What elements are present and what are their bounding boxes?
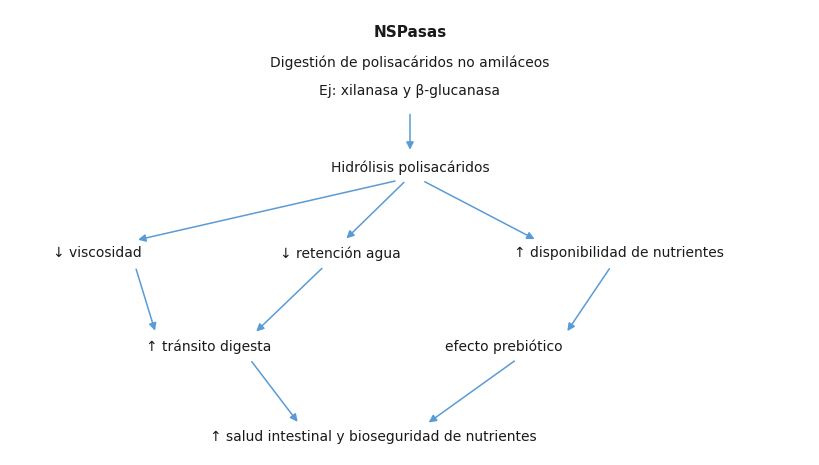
Text: Hidrólisis polisacáridos: Hidrólisis polisacáridos bbox=[330, 160, 489, 175]
Text: efecto prebiótico: efecto prebiótico bbox=[445, 339, 563, 354]
Text: Digestión de polisacáridos no amiláceos: Digestión de polisacáridos no amiláceos bbox=[270, 55, 549, 70]
Text: ↑ salud intestinal y bioseguridad de nutrientes: ↑ salud intestinal y bioseguridad de nut… bbox=[210, 430, 536, 444]
Text: ↑ tránsito digesta: ↑ tránsito digesta bbox=[147, 339, 271, 354]
Text: Ej: xilanasa y β-glucanasa: Ej: xilanasa y β-glucanasa bbox=[319, 84, 500, 98]
Text: ↑ disponibilidad de nutrientes: ↑ disponibilidad de nutrientes bbox=[514, 246, 723, 260]
Text: ↓ viscosidad: ↓ viscosidad bbox=[53, 246, 142, 260]
Text: ↓ retención agua: ↓ retención agua bbox=[279, 246, 400, 261]
Text: NSPasas: NSPasas bbox=[373, 25, 446, 40]
